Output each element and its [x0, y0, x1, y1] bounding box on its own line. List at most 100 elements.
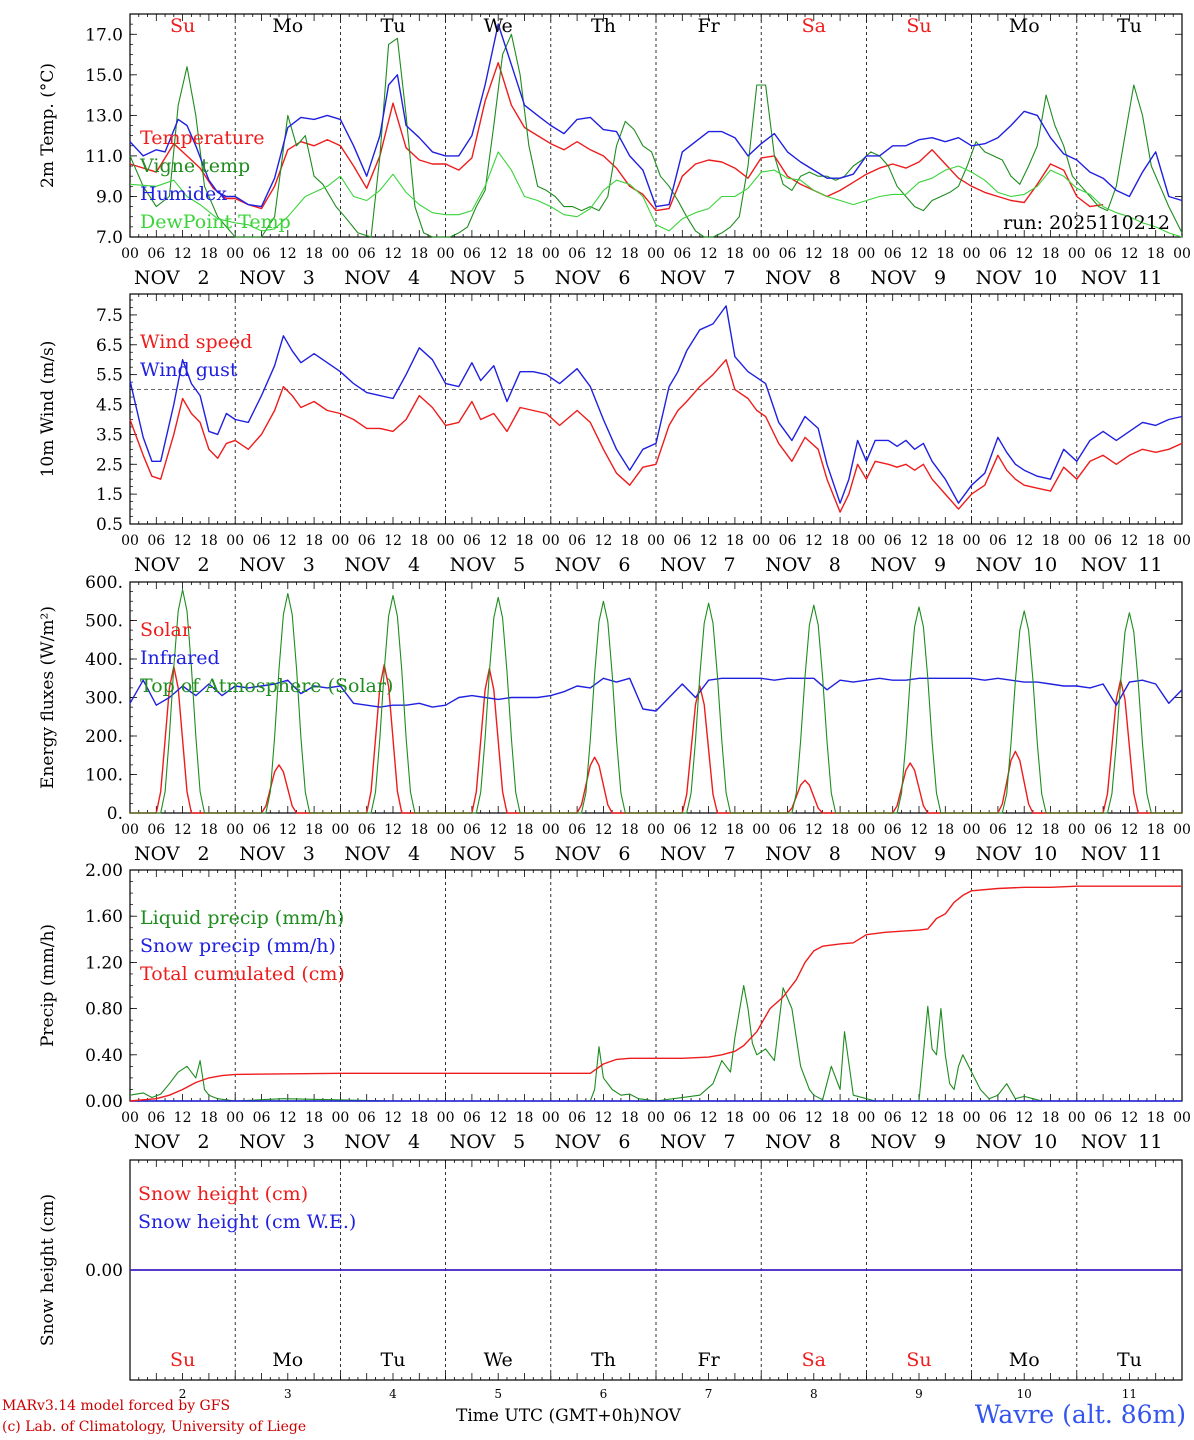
x-hour-label: 00 — [857, 533, 875, 549]
date-month-label: NOV — [555, 843, 601, 865]
x-hour-label: 18 — [1042, 246, 1060, 262]
x-hour-label: 18 — [621, 533, 639, 549]
date-month-label: NOV — [134, 1131, 180, 1153]
x-hour-label: 18 — [305, 246, 323, 262]
x-hour-label: 18 — [831, 822, 849, 838]
x-hour-label: 12 — [279, 1110, 297, 1126]
x-hour-label: 00 — [963, 1110, 981, 1126]
y-tick-label: 9.0 — [96, 187, 123, 207]
x-hour-label: 00 — [1173, 1110, 1191, 1126]
x-hour-label: 12 — [384, 822, 402, 838]
y-tick-label: 0.40 — [85, 1046, 123, 1066]
date-day-label: 3 — [303, 843, 315, 865]
y-axis-label: Precip (mm/h) — [38, 924, 58, 1047]
date-month-label: NOV — [1081, 267, 1127, 289]
x-hour-label: 06 — [779, 822, 797, 838]
x-hour-label: 12 — [1120, 533, 1138, 549]
legend-entry: DewPoint Temp — [140, 211, 291, 233]
x-hour-label: 12 — [910, 533, 928, 549]
x-hour-label: 06 — [989, 822, 1007, 838]
x-hour-label: 00 — [647, 1110, 665, 1126]
x-hour-label: 06 — [253, 1110, 271, 1126]
y-axis-label: Snow height (cm) — [38, 1194, 58, 1346]
x-hour-label: 18 — [1147, 1110, 1165, 1126]
y-tick-label: 600. — [85, 573, 123, 593]
x-hour-label: 06 — [989, 533, 1007, 549]
date-day-label: 5 — [513, 843, 525, 865]
y-tick-label: 0.00 — [85, 1261, 123, 1281]
day-of-week-label: Su — [170, 15, 195, 37]
x-hour-label: 18 — [1042, 533, 1060, 549]
date-day-label: 3 — [303, 1131, 315, 1153]
date-day-label: 8 — [829, 267, 841, 289]
legend-entry: Humidex — [140, 183, 227, 205]
date-month-label: NOV — [134, 843, 180, 865]
x-hour-label: 00 — [1173, 822, 1191, 838]
date-month-label: NOV — [976, 1131, 1022, 1153]
date-day-label: 11 — [1138, 1131, 1162, 1153]
x-hour-label: 12 — [700, 822, 718, 838]
day-of-week-label: Th — [591, 1349, 616, 1371]
y-tick-label: 13.0 — [85, 106, 123, 126]
date-day-label: 3 — [303, 554, 315, 576]
legend-entry: Temperature — [140, 127, 264, 149]
x-hour-label: 12 — [910, 822, 928, 838]
date-month-label: NOV — [1081, 1131, 1127, 1153]
x-hour-label: 00 — [121, 1110, 139, 1126]
date-month-label: NOV — [870, 843, 916, 865]
x-hour-label: 06 — [1094, 246, 1112, 262]
date-day-label: 9 — [915, 1387, 923, 1401]
x-hour-label: 12 — [1120, 822, 1138, 838]
legend-entry: Liquid precip (mm/h) — [140, 907, 344, 929]
x-hour-label: 06 — [147, 533, 165, 549]
x-hour-label: 00 — [647, 533, 665, 549]
x-hour-label: 06 — [568, 822, 586, 838]
day-of-week-label: Mo — [272, 15, 303, 37]
date-day-label: 4 — [389, 1387, 397, 1401]
date-month-label: NOV — [765, 267, 811, 289]
x-hour-label: 06 — [673, 1110, 691, 1126]
date-day-label: 5 — [513, 267, 525, 289]
x-hour-label: 12 — [279, 822, 297, 838]
x-hour-label: 00 — [857, 246, 875, 262]
x-hour-label: 18 — [726, 246, 744, 262]
date-month-label: NOV — [976, 843, 1022, 865]
x-hour-label: 18 — [410, 822, 428, 838]
x-hour-label: 18 — [516, 533, 534, 549]
date-day-label: 9 — [934, 843, 946, 865]
date-day-label: 3 — [284, 1387, 292, 1401]
y-tick-label: 1.5 — [96, 485, 123, 505]
x-hour-label: 18 — [621, 1110, 639, 1126]
x-hour-label: 18 — [831, 533, 849, 549]
x-axis-title: Time UTC (GMT+0h)NOV — [456, 1406, 681, 1426]
date-month-label: NOV — [239, 267, 285, 289]
date-month-label: NOV — [134, 267, 180, 289]
x-hour-label: 12 — [174, 1110, 192, 1126]
x-hour-label: 18 — [200, 246, 218, 262]
x-hour-label: 18 — [200, 822, 218, 838]
x-hour-label: 00 — [1068, 246, 1086, 262]
date-month-label: NOV — [1081, 554, 1127, 576]
x-hour-label: 12 — [594, 533, 612, 549]
date-month-label: NOV — [660, 843, 706, 865]
x-hour-label: 12 — [489, 822, 507, 838]
run-annotation: run: 2025110212 — [1003, 212, 1170, 234]
date-day-label: 7 — [724, 1131, 736, 1153]
x-hour-label: 00 — [752, 246, 770, 262]
date-day-label: 8 — [829, 554, 841, 576]
x-hour-label: 06 — [989, 246, 1007, 262]
x-hour-label: 12 — [279, 246, 297, 262]
date-month-label: NOV — [660, 1131, 706, 1153]
day-of-week-label: Tu — [1117, 15, 1142, 37]
x-hour-label: 18 — [410, 533, 428, 549]
x-hour-label: 12 — [1015, 1110, 1033, 1126]
x-hour-label: 00 — [226, 822, 244, 838]
series-line-wind-speed — [129, 359, 1183, 513]
date-day-label: 4 — [408, 554, 420, 576]
x-hour-label: 00 — [437, 822, 455, 838]
station-label: Wavre (alt. 86m) — [974, 1400, 1186, 1429]
x-hour-label: 06 — [463, 822, 481, 838]
x-axis-month: NOV — [640, 1406, 681, 1426]
y-tick-label: 100. — [85, 766, 123, 786]
date-day-label: 2 — [179, 1387, 187, 1401]
